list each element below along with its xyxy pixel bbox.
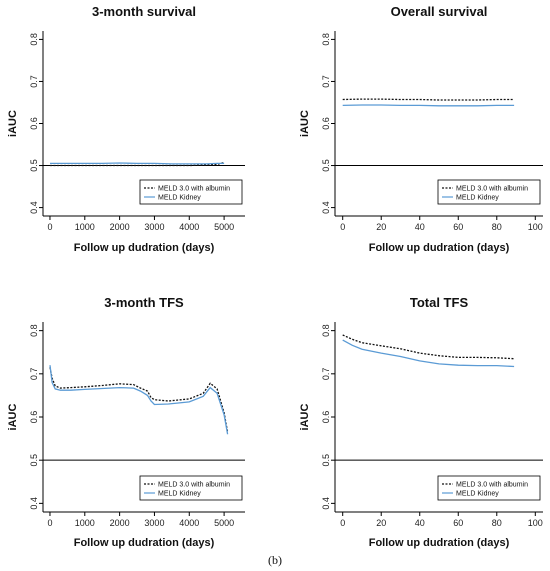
- legend-label: MELD Kidney: [158, 491, 201, 498]
- x-axis-label: Follow up dudration (days): [74, 537, 215, 549]
- legend-label: MELD Kidney: [456, 491, 499, 498]
- y-tick-label: 0.8: [29, 33, 39, 46]
- y-tick-label: 0.6: [321, 411, 331, 424]
- x-tick-label: 60: [453, 222, 463, 232]
- y-tick-label: 0.5: [321, 159, 331, 172]
- x-tick-label: 20: [376, 222, 386, 232]
- legend-box: [437, 475, 541, 501]
- y-tick-label: 0.7: [29, 368, 39, 381]
- x-tick-label: 5000: [214, 222, 234, 232]
- y-tick-label: 0.5: [29, 159, 39, 172]
- y-tick-label: 0.5: [29, 454, 39, 467]
- x-tick-label: 0: [340, 518, 345, 528]
- y-axis-label: iAUC: [7, 404, 19, 431]
- legend: MELD 3.0 with albumin MELD Kidney: [139, 179, 243, 205]
- series-line: [342, 98, 515, 101]
- series-line: [342, 339, 515, 368]
- x-tick-label: 60: [453, 518, 463, 528]
- chart-title: 3-month TFS: [104, 295, 184, 310]
- x-tick-label: 0: [47, 518, 52, 528]
- legend-label: MELD Kidney: [456, 195, 499, 202]
- series-line: [50, 161, 225, 167]
- legend-label: MELD 3.0 with albumin: [158, 482, 230, 489]
- y-tick-label: 0.4: [29, 201, 39, 214]
- x-tick-label: 80: [492, 222, 502, 232]
- legend-label: MELD 3.0 with albumin: [158, 186, 230, 193]
- y-tick-label: 0.8: [321, 33, 331, 46]
- x-tick-label: 5000: [214, 518, 234, 528]
- x-tick-label: 1000: [75, 222, 95, 232]
- y-tick-label: 0.8: [321, 324, 331, 337]
- legend-label: MELD 3.0 with albumin: [456, 482, 528, 489]
- y-tick-label: 0.7: [321, 368, 331, 381]
- y-tick-label: 0.7: [29, 75, 39, 88]
- chart-title: 3-month survival: [92, 4, 196, 19]
- legend: MELD 3.0 with albumin MELD Kidney: [139, 475, 243, 501]
- x-tick-label: 40: [415, 222, 425, 232]
- x-tick-label: 3000: [144, 518, 164, 528]
- legend-label: MELD Kidney: [158, 195, 201, 202]
- y-tick-label: 0.5: [321, 454, 331, 467]
- y-axis-label: iAUC: [299, 110, 311, 137]
- x-tick-label: 3000: [144, 222, 164, 232]
- x-tick-label: 4000: [179, 518, 199, 528]
- legend-box: [139, 475, 243, 501]
- series-line: [49, 367, 229, 433]
- y-tick-label: 0.4: [321, 497, 331, 510]
- y-axis-label: iAUC: [299, 404, 311, 431]
- x-tick-label: 0: [340, 222, 345, 232]
- y-axis-label: iAUC: [7, 110, 19, 137]
- chart-title: Overall survival: [391, 4, 488, 19]
- chart-panel-1: 3-month survival 0.4 0.5 0.6 0.7 0.8 0 1000 2000…: [7, 4, 245, 254]
- x-tick-label: 2000: [110, 518, 130, 528]
- legend-box: [437, 179, 541, 205]
- series-line: [49, 365, 229, 435]
- y-tick-label: 0.6: [29, 411, 39, 424]
- x-axis-label: Follow up dudration (days): [369, 242, 510, 254]
- chart-title: Total TFS: [410, 295, 469, 310]
- y-tick-label: 0.8: [29, 324, 39, 337]
- x-tick-label: 100: [528, 222, 543, 232]
- chart-panel-3: 3-month TFS 0.4 0.5 0.6 0.7 0.8 0 1000 2000 3000 4…: [7, 295, 245, 549]
- y-tick-label: 0.6: [321, 117, 331, 130]
- x-tick-label: 4000: [179, 222, 199, 232]
- x-tick-label: 20: [376, 518, 386, 528]
- y-tick-label: 0.6: [29, 117, 39, 130]
- chart-panel-4: Total TFS 0.4 0.5 0.6 0.7 0.8 0 20 40 60 80 100 Foll…: [299, 295, 543, 549]
- y-tick-label: 0.4: [29, 497, 39, 510]
- x-tick-label: 100: [528, 518, 543, 528]
- x-tick-label: 1000: [75, 518, 95, 528]
- legend-box: [139, 179, 243, 205]
- x-tick-label: 2000: [110, 222, 130, 232]
- legend-label: MELD 3.0 with albumin: [456, 186, 528, 193]
- series-line: [342, 334, 515, 360]
- series-line: [50, 162, 225, 165]
- x-axis-label: Follow up dudration (days): [74, 242, 215, 254]
- figure-caption: (b): [268, 553, 282, 567]
- x-tick-label: 40: [415, 518, 425, 528]
- x-axis-label: Follow up dudration (days): [369, 537, 510, 549]
- x-tick-label: 0: [47, 222, 52, 232]
- y-tick-label: 0.7: [321, 75, 331, 88]
- chart-panel-2: Overall survival 0.4 0.5 0.6 0.7 0.8 0 20 40 60 80…: [299, 4, 543, 254]
- legend: MELD 3.0 with albumin MELD Kidney: [437, 475, 541, 501]
- y-tick-label: 0.4: [321, 201, 331, 214]
- series-line: [342, 104, 515, 107]
- x-tick-label: 80: [492, 518, 502, 528]
- legend: MELD 3.0 with albumin MELD Kidney: [437, 179, 541, 205]
